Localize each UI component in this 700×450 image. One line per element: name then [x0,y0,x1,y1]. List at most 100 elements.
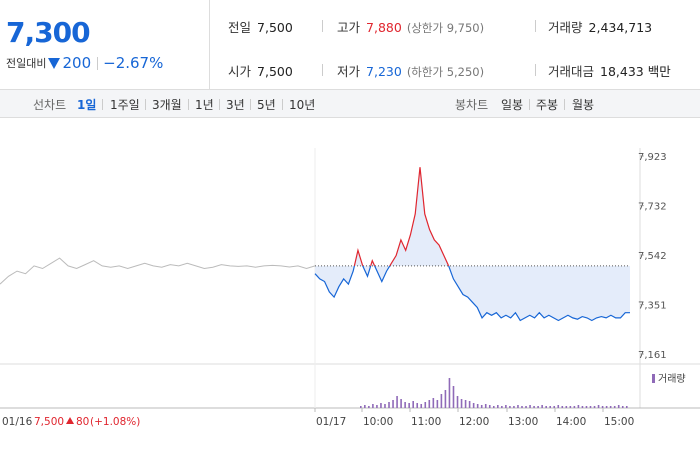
stat-value: 7,230 [366,64,402,79]
divider [97,56,99,70]
today-series-line-down [314,265,630,322]
candle-chart-label: 봉차트 [455,98,489,112]
prev-day-change-label: 80 [76,416,89,428]
volume-bar [364,405,366,408]
volume-bar [617,405,620,408]
volume-bar [557,405,560,408]
stat-value: 7,500 [257,20,293,35]
volume-bar [432,398,435,408]
volume-bar [513,406,515,408]
volume-bar [440,394,443,408]
stat-value: 2,434,713 [588,20,653,35]
volume-bar [472,403,475,408]
x-tick-label: 10:00 [363,416,393,428]
volume-bar [529,405,531,408]
stat-value: 18,433 백만 [600,64,671,79]
tab-5year[interactable]: 5년 [257,98,276,112]
prev-day-series-line [0,257,316,285]
price-chart[interactable]: 7,923 7,732 7,542 7,351 7,161 거래량 01/17 10:00 11… [0,118,700,450]
stat-prev-close: 전일 7,500 [228,17,298,36]
divider [188,99,189,110]
volume-bar [372,404,374,408]
volume-bar [517,405,519,408]
prev-day-change-pct-label: (+1.08%) [90,416,140,428]
volume-bar [444,390,447,408]
volume-bar [388,402,390,408]
x-tick-label: 14:00 [556,416,586,428]
tab-weekly-candle[interactable]: 주봉 [536,98,559,112]
tab-3year[interactable]: 3년 [226,98,245,112]
volume-bar [537,406,539,408]
volume-bar [593,406,596,408]
volume-bar [452,386,455,408]
volume-bar [420,404,423,408]
prev-day-date-label: 01/16 [2,416,33,428]
volume-legend-swatch [652,374,655,383]
volume-bar [376,405,378,408]
divider [322,64,323,76]
volume-bar [621,406,624,408]
y-tick-label: 7,923 [638,152,667,163]
divider [282,99,283,110]
tab-10year[interactable]: 10년 [289,98,316,112]
tab-monthly-candle[interactable]: 월봉 [572,98,595,112]
volume-bar [597,405,600,408]
volume-bar [589,406,592,408]
tab-1day[interactable]: 1일 [77,98,97,112]
volume-bar [468,401,471,408]
volume-bar [505,405,507,408]
tab-1year[interactable]: 1년 [195,98,214,112]
volume-bar [509,406,511,408]
volume-bar [400,399,402,408]
x-tick-label: 13:00 [508,416,538,428]
divider [102,99,103,110]
y-tick-label: 7,351 [638,301,667,312]
volume-bar [549,406,552,408]
volume-bar [497,405,499,408]
volume-bar [392,400,394,408]
y-tick-label: 7,732 [638,202,667,213]
tab-3month[interactable]: 3개월 [152,98,182,112]
volume-bar [613,406,616,408]
volume-bar [380,403,382,408]
divider [145,99,146,110]
tab-daily-candle[interactable]: 일봉 [501,98,524,112]
stat-sub: (상한가 9,750) [406,21,485,35]
prev-day-close-label: 7,500 [34,416,64,428]
volume-bar [625,406,628,408]
volume-bar [492,406,495,408]
stat-sub: (하한가 5,250) [406,65,485,79]
volume-bar [545,406,547,408]
volume-bar [404,402,406,408]
chart-toolbar: 선차트 1일 1주일 3개월 1년 3년 5년 10년 봉차트 일봉 주봉 월봉 [0,90,700,118]
stat-value: 7,880 [366,20,402,35]
volume-bar [577,405,580,408]
stat-label: 저가 [337,64,361,79]
stat-low: 저가 7,230 (하한가 5,250) [337,61,484,80]
stat-value: 7,500 [257,64,293,79]
volume-bar [605,406,608,408]
divider [322,20,323,32]
volume-bar [569,406,572,408]
volume-bar [585,406,588,408]
volume-bar [384,404,386,408]
volume-bar [408,403,410,408]
quote-header: 7,300 전일대비 200 −2.67% 전일 7,500 고가 7,880 … [0,0,700,90]
y-tick-label: 7,161 [638,350,667,361]
current-price: 7,300 [6,16,91,49]
tab-1week[interactable]: 1주일 [110,98,140,112]
volume-bar [581,406,584,408]
divider [219,99,220,110]
change-percent: −2.67% [103,54,164,72]
down-arrow-icon [48,57,61,69]
change-label: 전일대비 [6,57,47,70]
volume-bar [456,396,459,408]
x-tick-label: 15:00 [604,416,634,428]
volume-bar [464,400,467,408]
stat-high: 고가 7,880 (상한가 9,750) [337,17,484,36]
volume-bar [424,402,427,408]
price-chart-svg: 7,923 7,732 7,542 7,351 7,161 거래량 01/17 10:00 11… [0,148,700,428]
divider [535,64,536,76]
divider [529,99,530,110]
volume-bar [476,404,479,408]
